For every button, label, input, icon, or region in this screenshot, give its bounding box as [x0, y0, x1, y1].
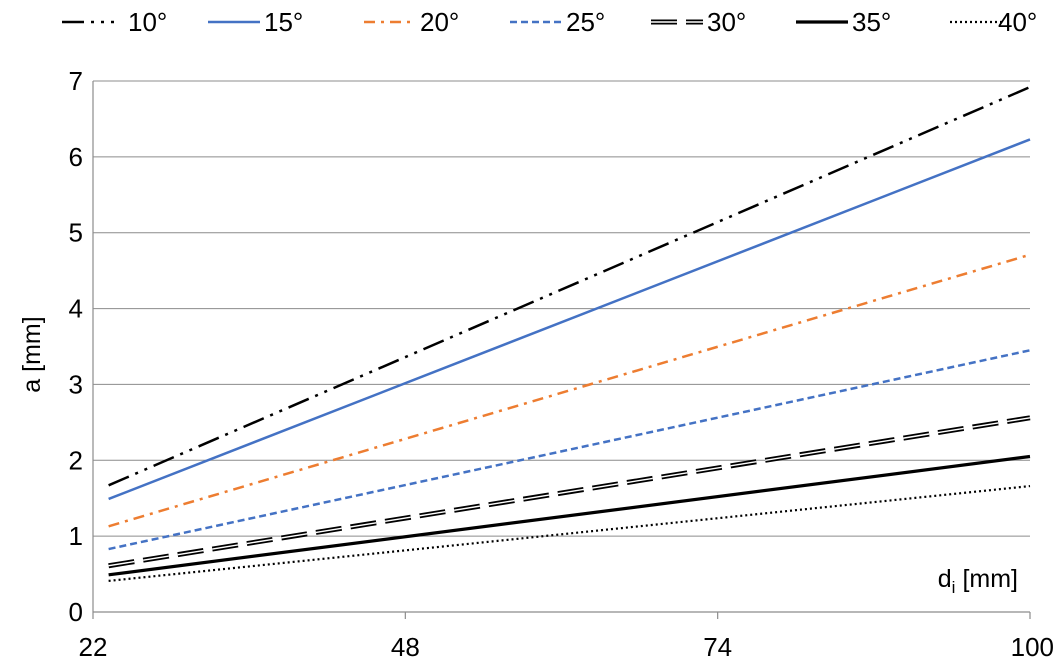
- series-3: [108, 253, 1031, 528]
- y-tick-label: 2: [69, 445, 83, 475]
- legend-label: 40°: [998, 7, 1037, 37]
- series-2: [108, 138, 1031, 501]
- x-axis-title-main: d: [938, 565, 952, 593]
- series-line-inner: [108, 417, 1031, 567]
- axes: a [mm] di [mm] 0 1 2 3 4 5 6 7 22 48 74 100: [18, 66, 1054, 662]
- series-6: [108, 454, 1031, 577]
- y-tick-label: 1: [69, 521, 83, 551]
- legend-item: 35°: [796, 7, 891, 37]
- y-tick-label: 3: [69, 369, 83, 399]
- legend-item: 15°: [208, 7, 303, 37]
- series-line: [108, 349, 1031, 551]
- legend-item: 20°: [364, 7, 459, 37]
- x-axis-title-unit: [mm]: [962, 565, 1018, 593]
- x-tick-label: 74: [703, 632, 732, 662]
- x-axis-title-subscript: i: [952, 578, 956, 597]
- series-line: [108, 85, 1031, 487]
- legend-item: 40°: [950, 7, 1037, 37]
- series-4: [108, 349, 1031, 551]
- series-line: [108, 484, 1031, 582]
- series-1: [108, 85, 1031, 487]
- legend-label: 35°: [852, 7, 891, 37]
- series-line: [108, 253, 1031, 528]
- y-tick-label: 4: [69, 294, 83, 324]
- y-tick-label: 0: [69, 597, 83, 627]
- y-axis-title: a [mm]: [18, 316, 46, 392]
- x-axis-title: di [mm]: [938, 565, 1018, 597]
- legend-label: 30°: [707, 7, 746, 37]
- series-7: [108, 484, 1031, 582]
- legend-label: 10°: [128, 7, 167, 37]
- x-tick-label: 48: [391, 632, 420, 662]
- x-tick-label: 22: [79, 632, 108, 662]
- x-tick-label: 100: [1011, 632, 1054, 662]
- legend-label: 20°: [420, 7, 459, 37]
- series-5: [108, 415, 1031, 569]
- series: [108, 85, 1031, 582]
- series-line: [108, 415, 1031, 569]
- y-tick-label: 5: [69, 218, 83, 248]
- series-line: [108, 454, 1031, 577]
- legend-label: 15°: [264, 7, 303, 37]
- y-tick-label: 7: [69, 66, 83, 96]
- y-tick-label: 6: [69, 142, 83, 172]
- legend-label: 25°: [566, 7, 605, 37]
- legend-item: 25°: [510, 7, 605, 37]
- legend: 10° 15° 20° 25° 30° 35° 40°: [62, 7, 1037, 37]
- series-line: [108, 138, 1031, 501]
- legend-item: 10°: [62, 7, 167, 37]
- grid: [93, 80, 1030, 537]
- legend-item: 30°: [651, 7, 746, 37]
